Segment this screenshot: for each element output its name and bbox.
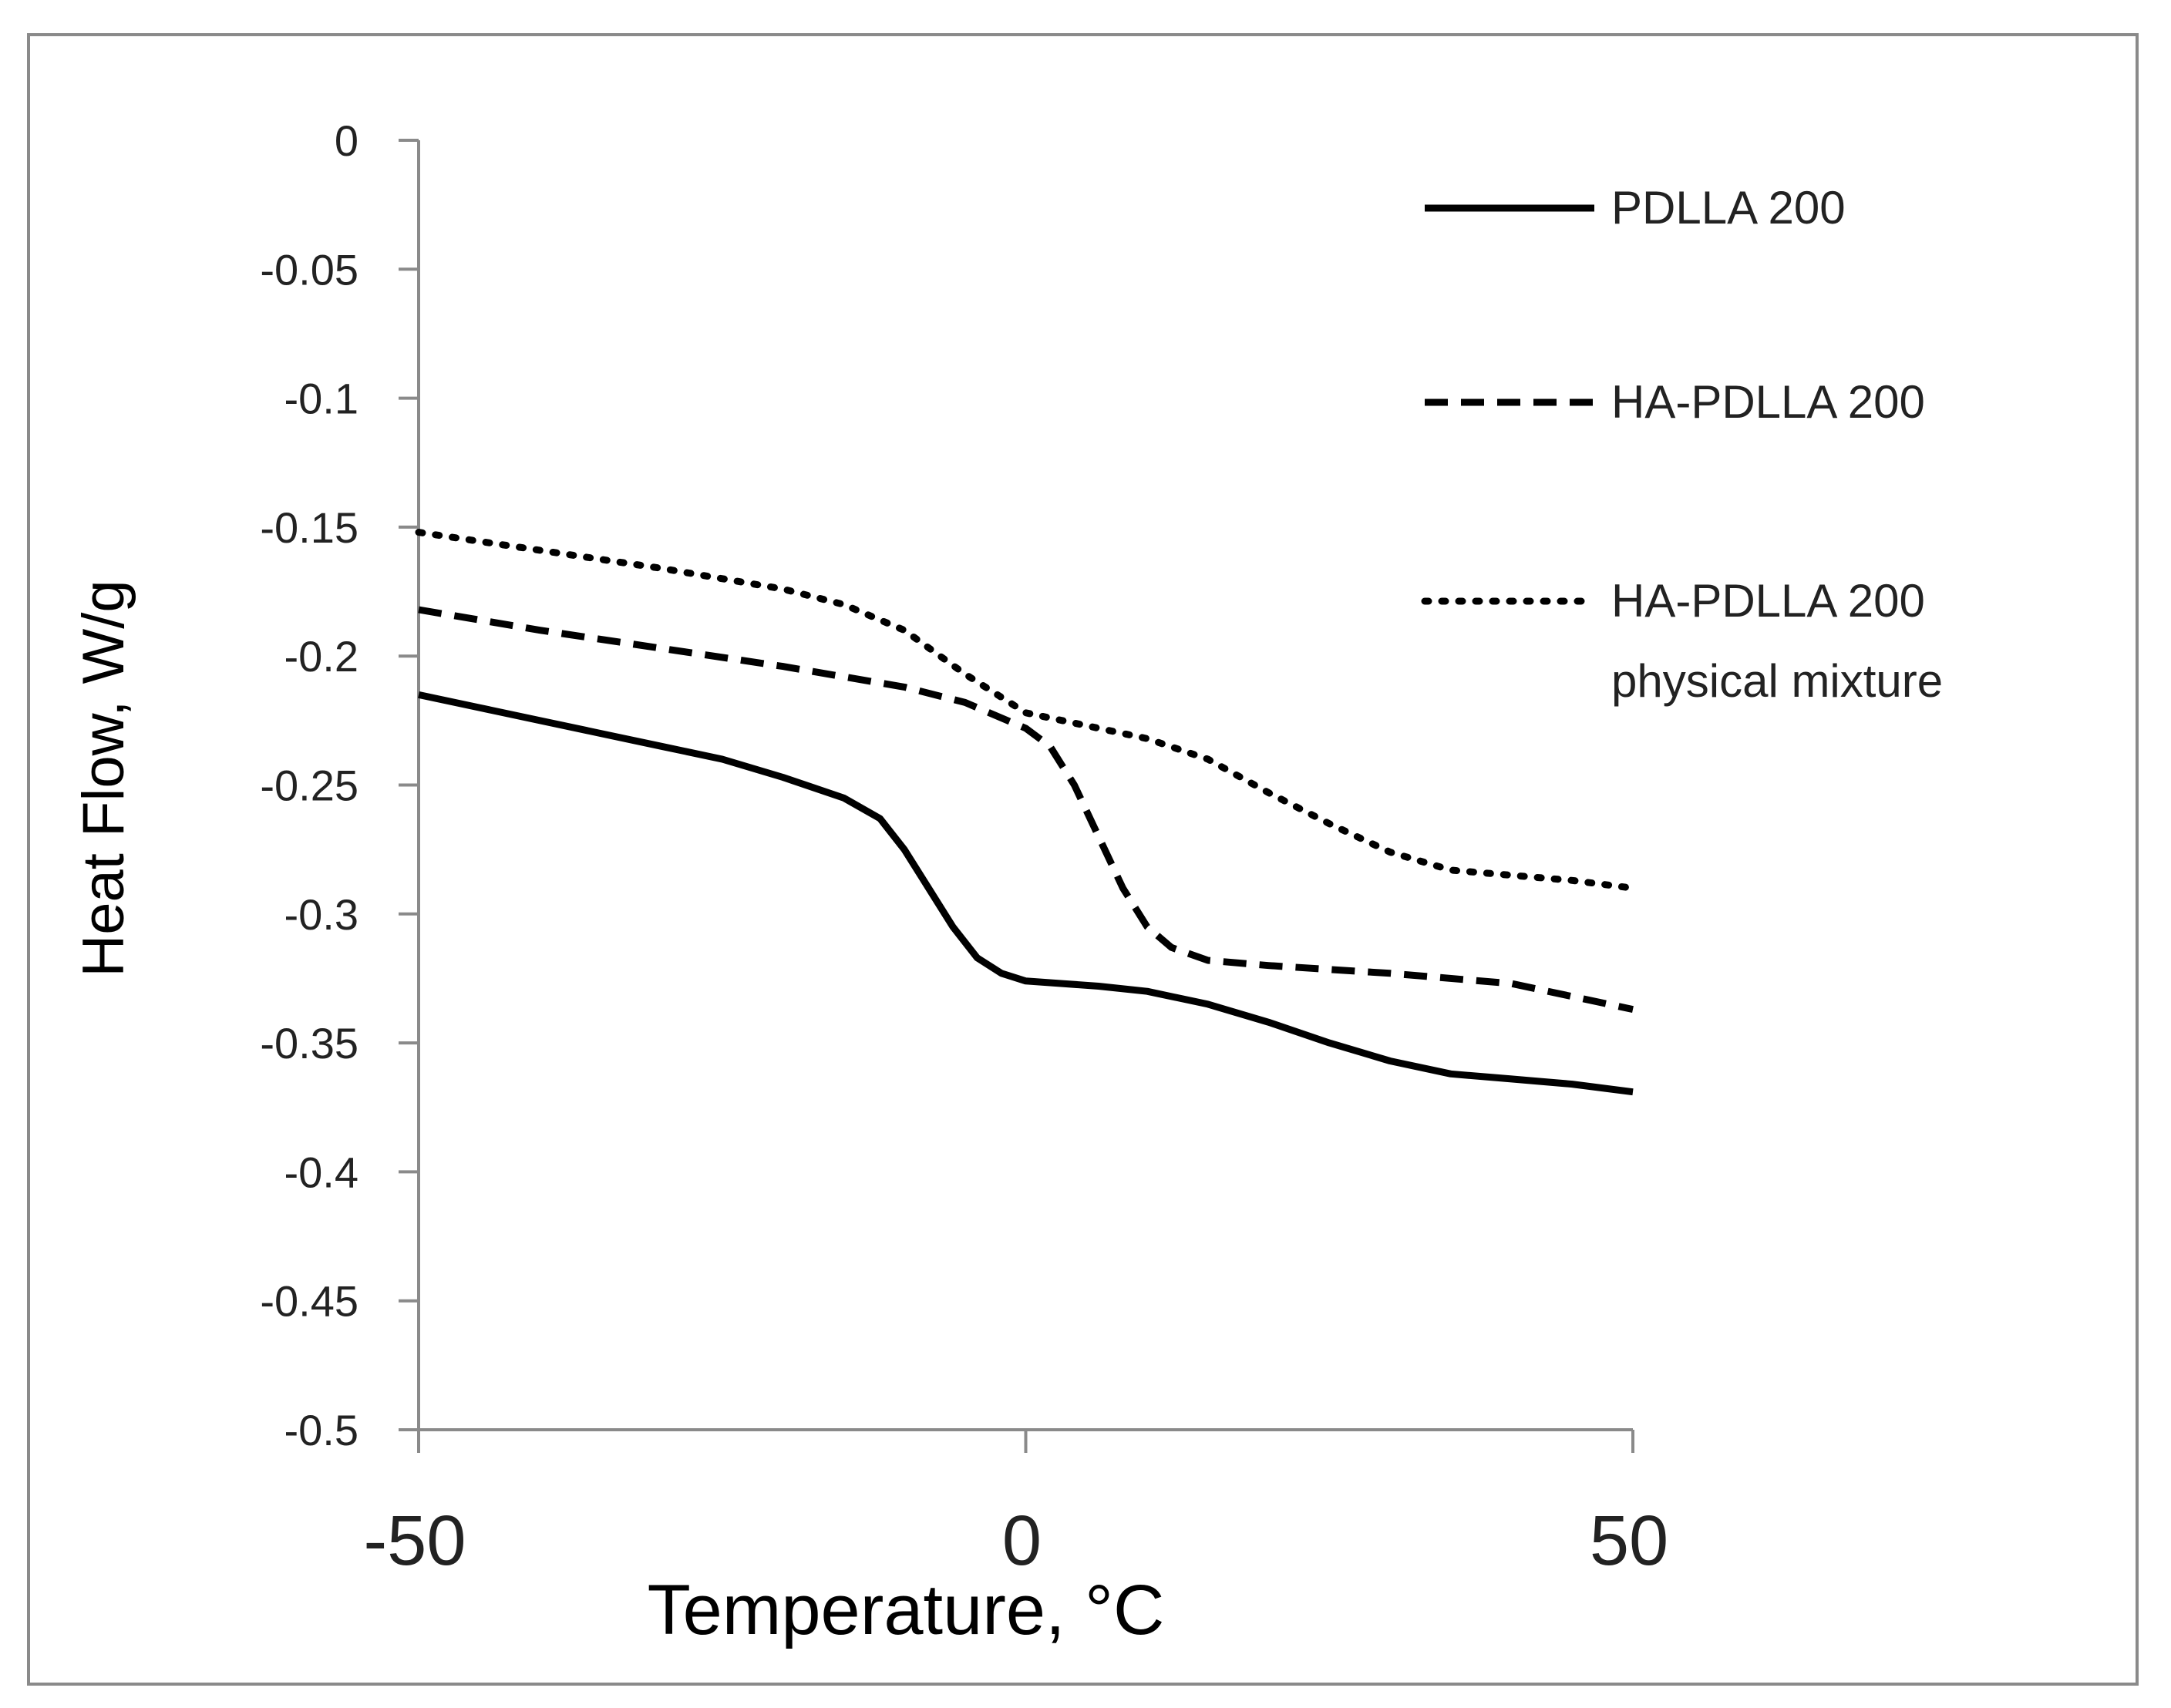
y-tick-label: -0.35 xyxy=(260,1019,358,1068)
y-axis-title: Heat Flow, W/g xyxy=(71,580,136,977)
legend-label-2: HA-PDLLA 200 xyxy=(1611,376,1925,428)
y-tick-label: -0.5 xyxy=(284,1406,359,1454)
legend-label-3-line-2: physical mixture xyxy=(1611,655,1943,707)
y-axis: 0 -0.05 -0.1 -0.15 -0.2 -0.25 -0.3 -0.35 -0.4 -0.… xyxy=(260,116,420,1454)
series-layer xyxy=(415,529,1637,1096)
series-line-2 xyxy=(418,606,1634,1014)
y-tick-label: -0.25 xyxy=(260,762,358,810)
y-tick-label: -0.2 xyxy=(284,632,359,681)
series-line-1 xyxy=(418,691,1634,1096)
y-tick-label: -0.3 xyxy=(284,890,359,939)
legend-label-1: PDLLA 200 xyxy=(1611,182,1846,234)
x-tick-label: 0 xyxy=(1002,1501,1042,1580)
y-tick-label: 0 xyxy=(335,116,358,165)
y-tick-label: -0.15 xyxy=(260,503,358,552)
legend-label-3-line-1: HA-PDLLA 200 xyxy=(1611,575,1925,627)
x-tick-label: -50 xyxy=(364,1501,466,1580)
x-axis: -50 0 50 xyxy=(364,1428,1668,1580)
y-tick-label: -0.05 xyxy=(260,245,358,294)
x-axis-title: Temperature, °C xyxy=(648,1571,1165,1649)
legend: PDLLA 200 HA-PDLLA 200 HA-PDLLA 200 physica… xyxy=(1421,182,1943,707)
y-tick-label: -0.45 xyxy=(260,1277,358,1326)
x-tick-label: 50 xyxy=(1590,1501,1668,1580)
chart-frame xyxy=(27,33,2139,1686)
y-tick-label: -0.4 xyxy=(284,1148,359,1196)
y-tick-label: -0.1 xyxy=(284,375,359,423)
